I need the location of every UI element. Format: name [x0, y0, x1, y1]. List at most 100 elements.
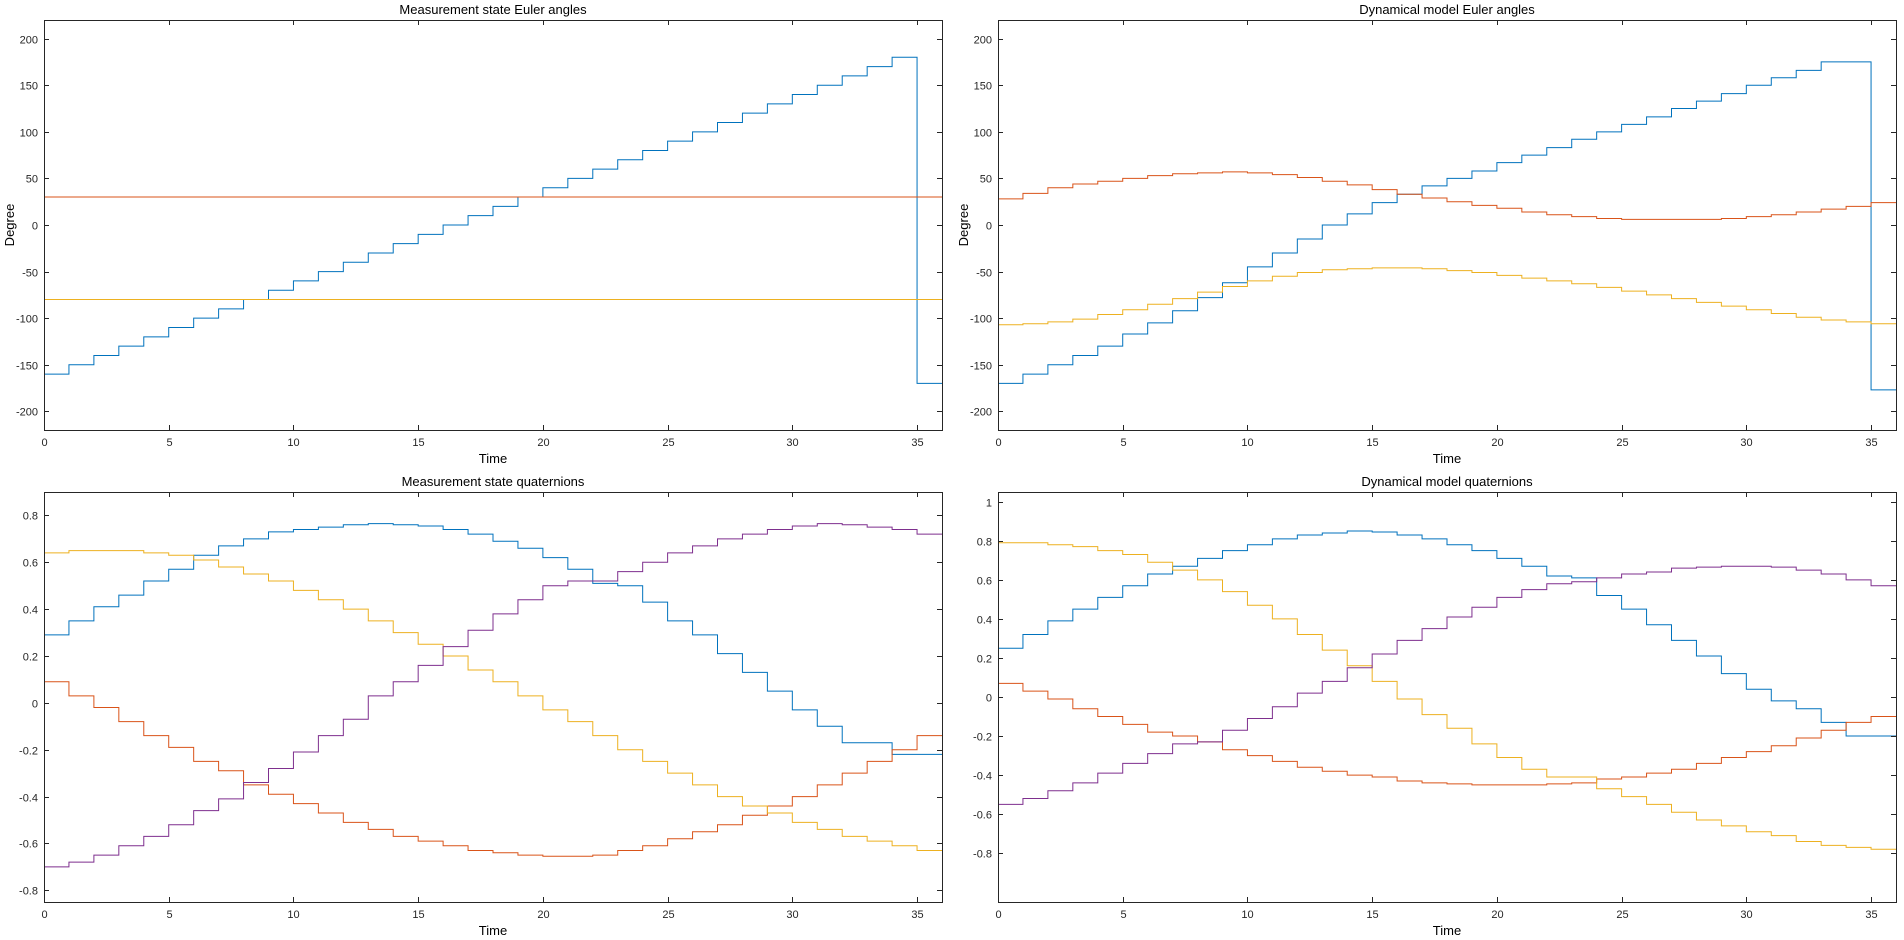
series-line-3 [998, 267, 1896, 326]
x-tick-label: 15 [1366, 437, 1378, 449]
series-line-2 [998, 171, 1896, 220]
y-tick-label: -150 [970, 361, 992, 373]
x-tick-label: 35 [911, 437, 923, 449]
y-tick-label: -50 [22, 268, 38, 280]
x-tick-label: 5 [166, 437, 172, 449]
x-tick-label: 10 [1241, 437, 1253, 449]
x-tick-label: 25 [1616, 437, 1628, 449]
chart-title: Dynamical model Euler angles [1359, 2, 1535, 17]
x-tick-label: 25 [662, 437, 674, 449]
x-tick-label: 5 [1120, 437, 1126, 449]
series-line-4 [44, 523, 942, 868]
x-tick-label: 0 [995, 437, 1001, 449]
x-axis-label: Time [479, 451, 507, 466]
y-tick-label: 50 [26, 174, 38, 186]
axes-box [44, 20, 943, 431]
y-tick-label: -0.8 [19, 886, 38, 898]
y-tick-label: -200 [16, 407, 38, 419]
y-tick-label: 1 [986, 498, 992, 510]
series-line-3 [44, 550, 942, 851]
y-axis-label: Degree [2, 204, 17, 247]
y-tick-label: -0.4 [973, 771, 992, 783]
series-line-1 [998, 61, 1896, 391]
y-tick-label: 100 [974, 128, 992, 140]
x-tick-label: 25 [662, 909, 674, 921]
y-tick-label: 0.2 [977, 654, 992, 666]
y-tick-label: 100 [20, 128, 38, 140]
y-tick-label: 150 [20, 81, 38, 93]
chart-4: 0 5 10 15 20 25 30 35 -0.8 -0.6 -0.4 -0.2 0 0.2 0.4 0.6… [973, 474, 1897, 938]
y-tick-label: -0.8 [973, 849, 992, 861]
chart-2: 0 5 10 15 20 25 30 35 -200 -150 -100 -50 0 50 100 150 20… [956, 2, 1897, 466]
axes-box [998, 20, 1897, 431]
y-tick-label: 0 [32, 699, 38, 711]
series-group [44, 523, 942, 868]
x-tick-label: 0 [995, 909, 1001, 921]
series-line-1 [44, 56, 942, 384]
series-line-1 [998, 530, 1896, 737]
x-tick-label: 10 [1241, 909, 1253, 921]
x-axis-label: Time [1433, 923, 1461, 938]
series-line-2 [998, 682, 1896, 786]
x-tick-label: 30 [786, 909, 798, 921]
y-tick-label: 0.4 [23, 605, 38, 617]
y-tick-label: -0.2 [19, 746, 38, 758]
x-tick-label: 35 [911, 909, 923, 921]
x-tick-label: 35 [1865, 909, 1877, 921]
x-tick-label: 30 [1740, 909, 1752, 921]
series-group [998, 61, 1896, 391]
y-tick-label: 0 [32, 221, 38, 233]
y-tick-label: -200 [970, 407, 992, 419]
y-tick-label: 0.6 [23, 558, 38, 570]
x-tick-label: 0 [41, 437, 47, 449]
axes-box [44, 492, 943, 903]
series-line-3 [998, 542, 1896, 850]
x-tick-label: 30 [786, 437, 798, 449]
x-tick-label: 15 [412, 437, 424, 449]
chart-title: Measurement state Euler angles [399, 2, 587, 17]
x-tick-label: 15 [412, 909, 424, 921]
series-group [44, 56, 942, 384]
y-axis-label: Degree [956, 204, 971, 247]
y-tick-label: -0.4 [19, 793, 38, 805]
x-tick-label: 25 [1616, 909, 1628, 921]
y-tick-label: -100 [970, 314, 992, 326]
x-tick-label: 0 [41, 909, 47, 921]
chart-title: Dynamical model quaternions [1361, 474, 1533, 489]
y-tick-label: -0.6 [973, 810, 992, 822]
y-tick-label: 0.4 [977, 615, 992, 627]
x-axis-label: Time [1433, 451, 1461, 466]
y-tick-label: -150 [16, 361, 38, 373]
chart-title: Measurement state quaternions [402, 474, 585, 489]
series-group [998, 530, 1896, 850]
y-tick-label: -100 [16, 314, 38, 326]
x-tick-label: 30 [1740, 437, 1752, 449]
chart-1: 0 5 10 15 20 25 30 35 -200 -150 -100 -50 0 50 100 150 20… [2, 2, 943, 466]
x-tick-label: 10 [287, 437, 299, 449]
series-line-2 [44, 681, 942, 857]
y-tick-label: -50 [976, 268, 992, 280]
x-axis-label: Time [479, 923, 507, 938]
y-tick-label: 0 [986, 693, 992, 705]
x-tick-label: 20 [1491, 437, 1503, 449]
y-tick-label: 0.2 [23, 652, 38, 664]
x-tick-label: 20 [537, 437, 549, 449]
y-tick-label: 200 [974, 35, 992, 47]
x-tick-label: 20 [1491, 909, 1503, 921]
y-tick-label: -0.6 [19, 839, 38, 851]
x-tick-label: 5 [166, 909, 172, 921]
chart-3: 0 5 10 15 20 25 30 35 -0.8 -0.6 -0.4 -0.2 0 0.2 0.4 0.6… [19, 474, 943, 938]
y-tick-label: -0.2 [973, 732, 992, 744]
y-tick-label: 150 [974, 81, 992, 93]
y-tick-label: 0.8 [23, 511, 38, 523]
series-line-4 [998, 565, 1896, 805]
x-tick-label: 20 [537, 909, 549, 921]
y-tick-label: 0 [986, 221, 992, 233]
x-tick-label: 15 [1366, 909, 1378, 921]
y-tick-label: 200 [20, 35, 38, 47]
y-tick-label: 0.8 [977, 537, 992, 549]
y-tick-label: 0.6 [977, 576, 992, 588]
x-tick-label: 5 [1120, 909, 1126, 921]
x-tick-label: 35 [1865, 437, 1877, 449]
